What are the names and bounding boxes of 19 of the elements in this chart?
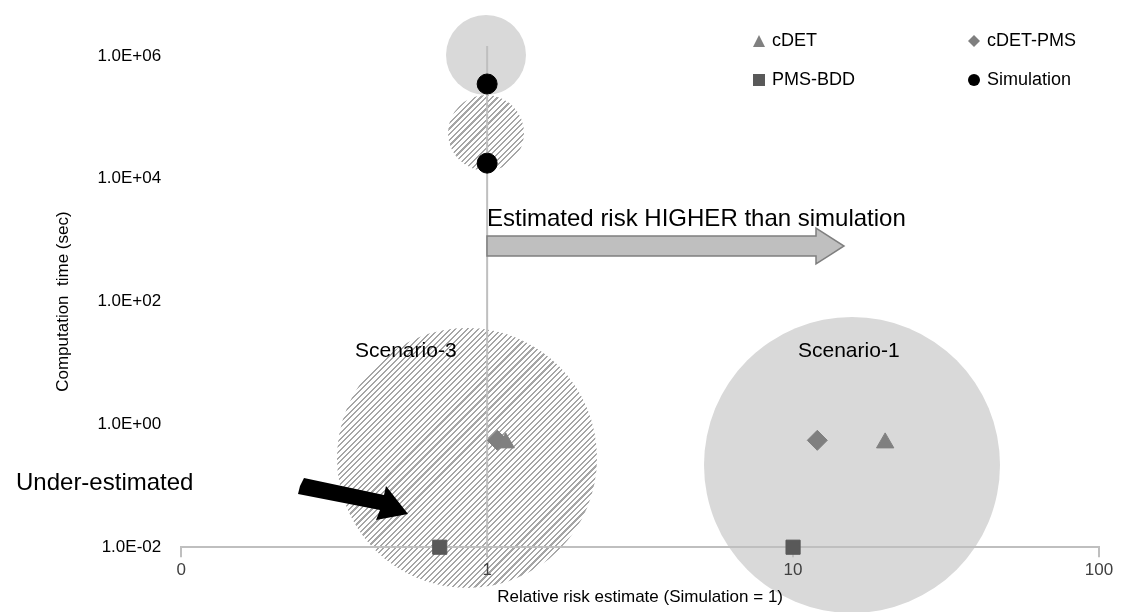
legend-label: cDET bbox=[772, 30, 817, 51]
y-tick-label: 1.0E+06 bbox=[97, 45, 162, 65]
x-tick-label: 0 bbox=[176, 560, 186, 580]
x-axis-title: Relative risk estimate (Simulation = 1) bbox=[497, 587, 783, 607]
y-tick-label: 1.0E-02 bbox=[101, 536, 162, 556]
annotation: Estimated risk HIGHER than simulation bbox=[487, 204, 906, 232]
annotation: Under-estimated bbox=[16, 468, 194, 496]
legend-label: Simulation bbox=[987, 69, 1072, 90]
x-tick-label: 10 bbox=[783, 560, 803, 580]
legend-label: PMS-BDD bbox=[772, 69, 856, 90]
legend-label: cDET-PMS bbox=[987, 30, 1077, 51]
y-tick-label: 1.0E+00 bbox=[97, 414, 162, 434]
annotation: Scenario-1 bbox=[798, 338, 900, 362]
x-tick-label: 100 bbox=[1084, 560, 1114, 580]
y-tick-label: 1.0E+04 bbox=[97, 168, 162, 188]
y-axis-title: Computation time (sec) bbox=[52, 211, 72, 392]
x-tick-label: 1 bbox=[482, 560, 492, 580]
annotation: Scenario-3 bbox=[355, 338, 457, 362]
y-tick-label: 1.0E+02 bbox=[97, 291, 162, 311]
